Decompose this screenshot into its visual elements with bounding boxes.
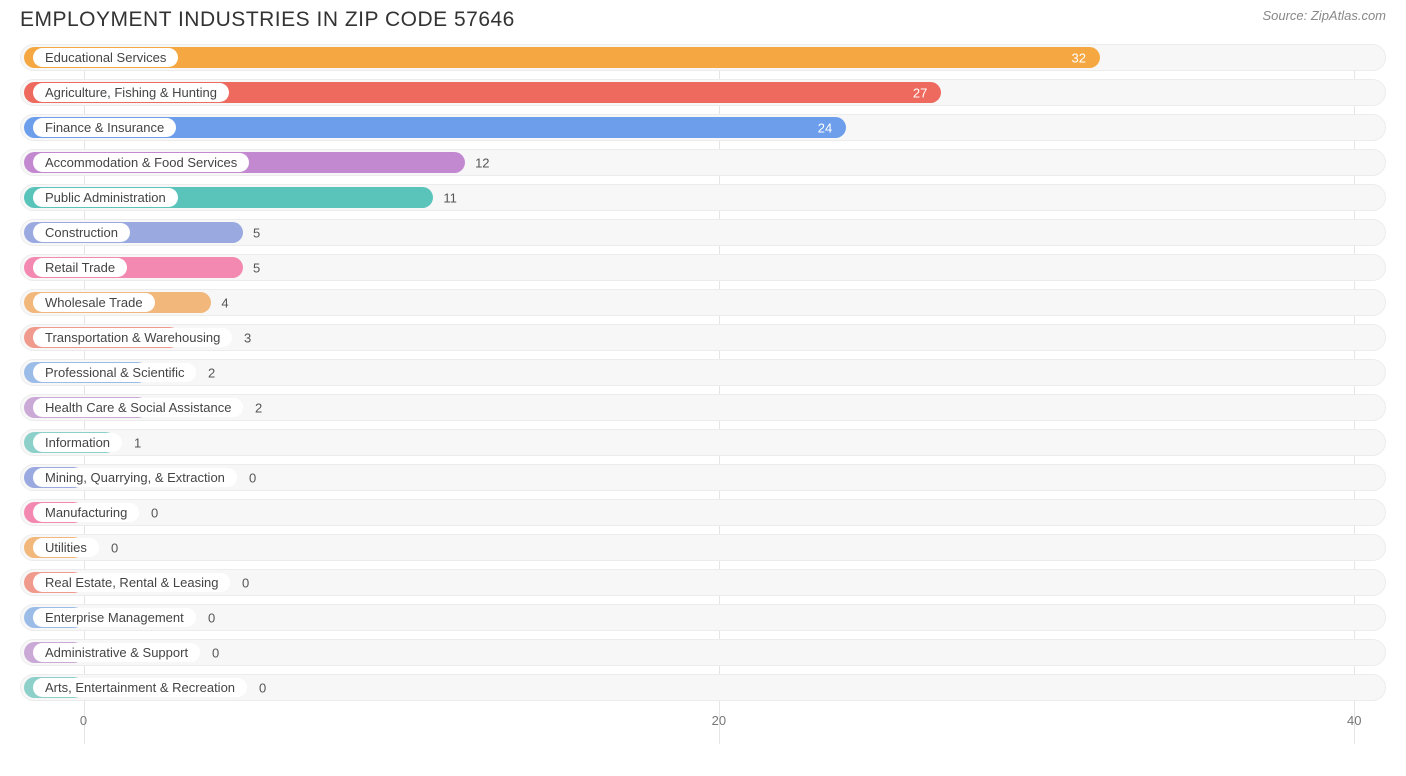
category-pill: Administrative & Support xyxy=(33,643,200,662)
bar-track: Administrative & Support 0 xyxy=(20,639,1386,666)
value-label: 27 xyxy=(913,85,927,100)
bar-track: Construction 5 xyxy=(20,219,1386,246)
value-label: 0 xyxy=(249,470,256,485)
category-pill: Utilities xyxy=(33,538,99,557)
category-pill: Real Estate, Rental & Leasing xyxy=(33,573,230,592)
bar-track: Educational Services 32 xyxy=(20,44,1386,71)
value-label: 0 xyxy=(151,505,158,520)
bar-track: Accommodation & Food Services 12 xyxy=(20,149,1386,176)
axis-tick-label: 40 xyxy=(1347,713,1361,728)
value-label: 4 xyxy=(221,295,228,310)
category-pill: Wholesale Trade xyxy=(33,293,155,312)
value-label: 11 xyxy=(443,190,457,205)
value-label: 0 xyxy=(259,680,266,695)
axis-tick-label: 0 xyxy=(80,713,87,728)
value-label: 2 xyxy=(208,365,215,380)
category-pill: Arts, Entertainment & Recreation xyxy=(33,678,247,697)
category-pill: Finance & Insurance xyxy=(33,118,176,137)
bar-track: Mining, Quarrying, & Extraction 0 xyxy=(20,464,1386,491)
bar-track: Utilities 0 xyxy=(20,534,1386,561)
bar-track: Manufacturing 0 xyxy=(20,499,1386,526)
x-axis: 0 20 40 xyxy=(20,709,1386,733)
bar-track: Wholesale Trade 4 xyxy=(20,289,1386,316)
category-pill: Accommodation & Food Services xyxy=(33,153,249,172)
category-pill: Educational Services xyxy=(33,48,178,67)
axis-tick-label: 20 xyxy=(712,713,726,728)
value-label: 0 xyxy=(111,540,118,555)
bar-track: Enterprise Management 0 xyxy=(20,604,1386,631)
chart-source: Source: ZipAtlas.com xyxy=(1262,8,1386,23)
bar-track: Health Care & Social Assistance 2 xyxy=(20,394,1386,421)
value-label: 1 xyxy=(134,435,141,450)
category-pill: Manufacturing xyxy=(33,503,139,522)
chart-header: EMPLOYMENT INDUSTRIES IN ZIP CODE 57646 … xyxy=(0,0,1406,36)
chart-title: EMPLOYMENT INDUSTRIES IN ZIP CODE 57646 xyxy=(20,8,515,32)
value-label: 5 xyxy=(253,260,260,275)
bar-track: Information 1 xyxy=(20,429,1386,456)
bar-track: Real Estate, Rental & Leasing 0 xyxy=(20,569,1386,596)
chart-area: Educational Services32Agriculture, Fishi… xyxy=(20,44,1386,744)
value-label: 0 xyxy=(242,575,249,590)
value-label: 2 xyxy=(255,400,262,415)
value-label: 3 xyxy=(244,330,251,345)
value-label: 0 xyxy=(208,610,215,625)
category-pill: Retail Trade xyxy=(33,258,127,277)
category-pill: Information xyxy=(33,433,122,452)
bar-track: Transportation & Warehousing 3 xyxy=(20,324,1386,351)
bars-container: Educational Services32Agriculture, Fishi… xyxy=(20,44,1386,701)
value-label: 32 xyxy=(1072,50,1086,65)
category-pill: Health Care & Social Assistance xyxy=(33,398,243,417)
bar-track: Agriculture, Fishing & Hunting 27 xyxy=(20,79,1386,106)
category-pill: Professional & Scientific xyxy=(33,363,196,382)
category-pill: Transportation & Warehousing xyxy=(33,328,232,347)
category-pill: Enterprise Management xyxy=(33,608,196,627)
category-pill: Mining, Quarrying, & Extraction xyxy=(33,468,237,487)
bar-track: Finance & Insurance 24 xyxy=(20,114,1386,141)
value-label: 12 xyxy=(475,155,489,170)
bar-track: Public Administration 11 xyxy=(20,184,1386,211)
value-label: 24 xyxy=(818,120,832,135)
bar-track: Professional & Scientific 2 xyxy=(20,359,1386,386)
category-pill: Agriculture, Fishing & Hunting xyxy=(33,83,229,102)
value-label: 5 xyxy=(253,225,260,240)
value-label: 0 xyxy=(212,645,219,660)
bar-fill xyxy=(24,47,1100,68)
bar-track: Retail Trade 5 xyxy=(20,254,1386,281)
category-pill: Public Administration xyxy=(33,188,178,207)
category-pill: Construction xyxy=(33,223,130,242)
bar-track: Arts, Entertainment & Recreation 0 xyxy=(20,674,1386,701)
